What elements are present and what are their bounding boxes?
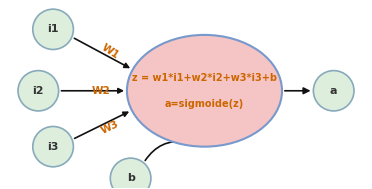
Ellipse shape bbox=[18, 71, 59, 111]
Ellipse shape bbox=[33, 126, 73, 167]
Text: W2: W2 bbox=[92, 86, 110, 96]
Text: W1: W1 bbox=[100, 43, 121, 61]
Text: a: a bbox=[330, 86, 337, 96]
Ellipse shape bbox=[313, 71, 354, 111]
Text: a=sigmoide(z): a=sigmoide(z) bbox=[165, 99, 244, 109]
Text: i1: i1 bbox=[47, 24, 59, 34]
Ellipse shape bbox=[33, 9, 73, 50]
Text: b: b bbox=[127, 173, 135, 183]
Text: W3: W3 bbox=[100, 119, 121, 136]
Text: z = w1*i1+w2*i2+w3*i3+b: z = w1*i1+w2*i2+w3*i3+b bbox=[132, 73, 277, 83]
Ellipse shape bbox=[110, 158, 151, 189]
Text: i2: i2 bbox=[33, 86, 44, 96]
Ellipse shape bbox=[127, 35, 282, 147]
Text: i3: i3 bbox=[47, 142, 59, 152]
